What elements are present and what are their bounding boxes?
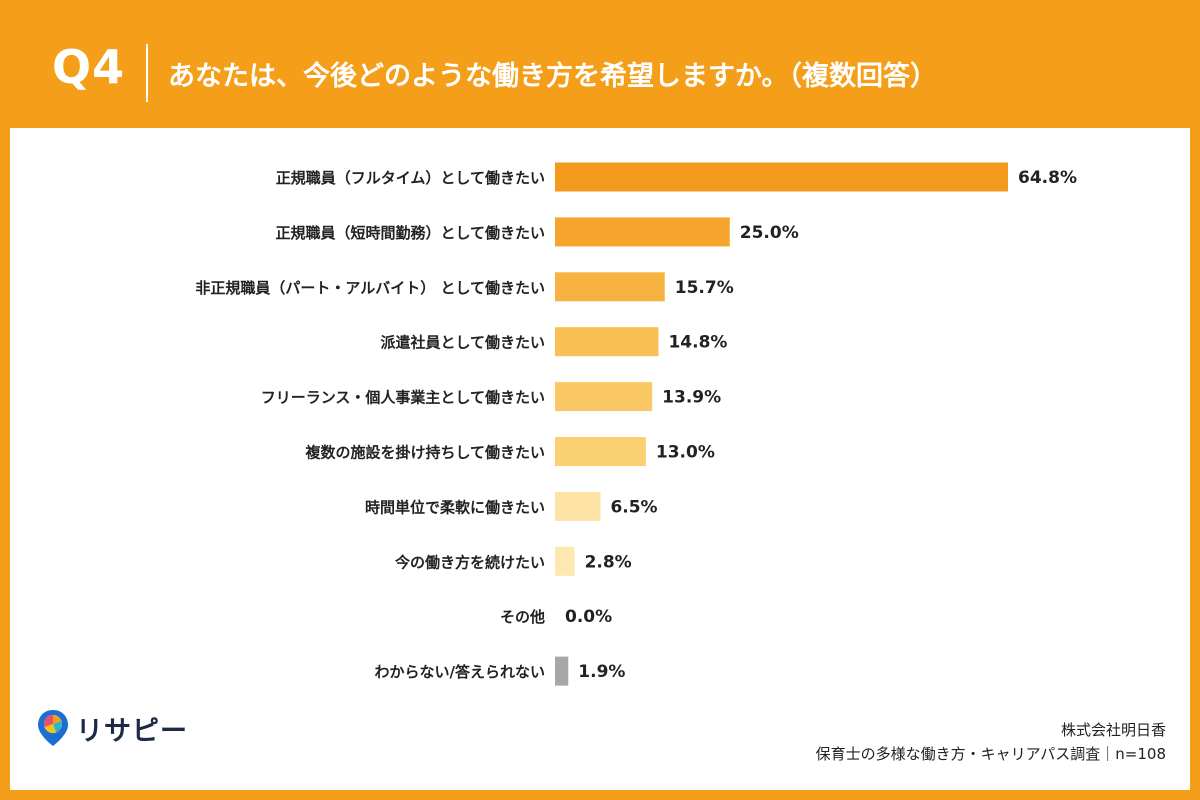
- bar: [555, 546, 575, 576]
- bar: [555, 217, 730, 247]
- category-label: 派遣社員として働きたい: [380, 334, 545, 352]
- bar: [555, 491, 601, 521]
- source-note: 株式会社明日香 保育士の多様な働き方・キャリアパス調査｜n=108: [816, 718, 1166, 766]
- value-label: 0.0%: [565, 607, 612, 627]
- question-number: Q4: [52, 40, 126, 94]
- category-label: 正規職員（短時間勤務）として働きたい: [275, 224, 545, 242]
- source-survey: 保育士の多様な働き方・キャリアパス調査｜n=108: [815, 745, 1166, 763]
- value-label: 6.5%: [610, 497, 657, 517]
- bar: [555, 382, 653, 412]
- bar-chart: 正規職員（フルタイム）として働きたい 64.8% 正規職員（短時間勤務）として働きた…: [195, 162, 1077, 686]
- bar: [555, 327, 659, 357]
- category-label: 非正規職員（パート・アルバイト） として働きたい: [195, 279, 545, 297]
- category-label: 正規職員（フルタイム）として働きたい: [276, 169, 545, 187]
- value-label: 25.0%: [740, 223, 799, 243]
- value-label: 64.8%: [1018, 168, 1077, 188]
- bar: [555, 437, 646, 466]
- question-text: あなたは、今後どのような働き方を希望しますか。（複数回答）: [168, 61, 937, 92]
- category-label: わからない/答えられない: [375, 663, 545, 681]
- category-label: フリーランス・個人事業主として働きたい: [261, 389, 545, 407]
- value-label: 2.8%: [585, 552, 632, 572]
- pin-logo-icon: [38, 710, 68, 746]
- value-label: 14.8%: [668, 333, 727, 353]
- source-company: 株式会社明日香: [1060, 721, 1166, 739]
- logo-text: リサピー: [76, 715, 188, 747]
- question-header: Q4 あなたは、今後どのような働き方を希望しますか。（複数回答）: [0, 0, 1200, 128]
- bar: [555, 656, 569, 686]
- chart-panel: 正規職員（フルタイム）として働きたい 64.8% 正規職員（短時間勤務）として働きた…: [10, 128, 1190, 790]
- header-divider: [146, 44, 148, 102]
- value-label: 1.9%: [578, 662, 625, 682]
- category-label: 今の働き方を続けたい: [394, 553, 545, 571]
- category-label: 時間単位で柔軟に働きたい: [365, 498, 545, 516]
- value-label: 13.0%: [656, 443, 715, 463]
- bar: [555, 272, 665, 302]
- category-label: その他: [500, 608, 545, 626]
- value-label: 15.7%: [675, 278, 734, 298]
- value-label: 13.9%: [662, 388, 721, 408]
- brand-logo: リサピー: [36, 708, 188, 748]
- category-label: 複数の施設を掛け持ちして働きたい: [304, 444, 545, 462]
- bar: [555, 162, 1008, 192]
